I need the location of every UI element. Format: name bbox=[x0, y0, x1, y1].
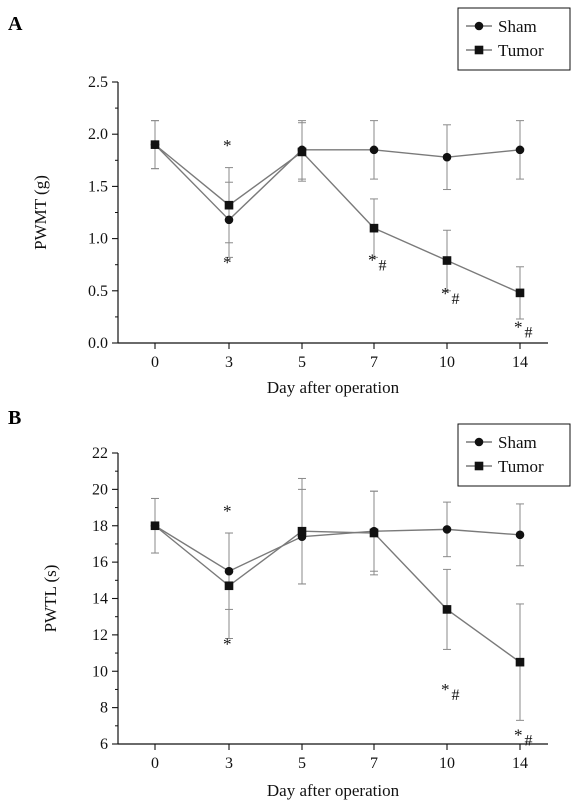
y-tick-label: 18 bbox=[92, 518, 108, 535]
significance-mark: * bbox=[223, 253, 232, 272]
significance-mark: * bbox=[223, 634, 232, 653]
data-point-sham bbox=[224, 215, 234, 225]
x-tick-label: 14 bbox=[512, 755, 528, 772]
series-line-sham bbox=[154, 525, 521, 573]
x-tick-label: 0 bbox=[151, 755, 159, 772]
legend-marker-tumor bbox=[474, 461, 484, 471]
x-tick-label: 10 bbox=[439, 755, 455, 772]
legend: Sham Tumor bbox=[457, 7, 571, 71]
legend: Sham Tumor bbox=[457, 423, 571, 487]
significance-mark: * bbox=[223, 136, 232, 155]
legend-marker-tumor bbox=[474, 45, 484, 55]
x-tick-label: 0 bbox=[151, 354, 159, 371]
data-point-tumor bbox=[150, 521, 160, 531]
x-tick-label: 10 bbox=[439, 354, 455, 371]
y-tick-label: 1.5 bbox=[88, 178, 108, 195]
series-line-tumor bbox=[154, 525, 521, 663]
data-point-sham bbox=[224, 566, 234, 576]
y-tick-label: 8 bbox=[100, 700, 108, 717]
significance-mark: * bbox=[223, 502, 232, 521]
panel-letter: B bbox=[8, 407, 21, 429]
x-tick-label: 7 bbox=[370, 755, 378, 772]
series-line-sham bbox=[154, 144, 521, 221]
legend-marker-sham bbox=[474, 21, 484, 31]
legend-box bbox=[457, 7, 571, 71]
y-tick-label: 22 bbox=[92, 445, 108, 462]
x-tick-label: 7 bbox=[370, 354, 378, 371]
y-axis-title: PWMT (g) bbox=[31, 175, 50, 250]
series-line-tumor bbox=[154, 144, 521, 294]
y-axis-title: PWTL (s) bbox=[41, 565, 60, 633]
data-point-tumor bbox=[150, 140, 160, 149]
significance-mark: * # bbox=[368, 251, 387, 275]
data-point-sham bbox=[369, 145, 379, 155]
data-point-tumor bbox=[442, 256, 452, 265]
y-tick-label: 2.5 bbox=[88, 74, 108, 91]
y-tick-label: 12 bbox=[92, 627, 108, 644]
data-point-sham bbox=[515, 145, 525, 155]
significance-mark: * # bbox=[514, 725, 533, 749]
x-axis-title: Day after operation bbox=[267, 378, 400, 397]
data-point-tumor bbox=[224, 581, 234, 591]
x-tick-label: 3 bbox=[225, 755, 233, 772]
y-tick-label: 0.0 bbox=[88, 335, 108, 352]
data-point-tumor bbox=[297, 526, 307, 536]
data-point-tumor bbox=[224, 200, 234, 210]
y-tick-label: 6 bbox=[100, 736, 108, 753]
data-point-tumor bbox=[297, 147, 307, 157]
significance-mark: * # bbox=[441, 680, 460, 704]
significance-mark: * # bbox=[441, 284, 460, 308]
series-layer bbox=[150, 120, 525, 320]
legend-marker-sham bbox=[474, 437, 484, 447]
legend-label-tumor: Tumor bbox=[498, 41, 544, 60]
x-tick-label: 5 bbox=[298, 755, 306, 772]
x-tick-label: 14 bbox=[512, 354, 528, 371]
chart-panel-b: B 6 8 10 12 14 16 18 20 22 0 3 5 7 10 14 Day after oper… bbox=[8, 407, 571, 800]
legend-label-sham: Sham bbox=[498, 17, 537, 36]
legend-label-sham: Sham bbox=[498, 433, 537, 452]
data-point-tumor bbox=[442, 605, 452, 614]
y-tick-label: 2.0 bbox=[88, 126, 108, 143]
y-tick-label: 20 bbox=[92, 481, 108, 498]
panel-letter: A bbox=[8, 13, 23, 35]
annotations-layer: * * * # * # * # bbox=[223, 136, 533, 342]
series-layer bbox=[150, 477, 525, 721]
annotations-layer: * * * # * # bbox=[223, 502, 533, 750]
data-point-sham bbox=[515, 530, 525, 540]
significance-mark: * # bbox=[514, 318, 533, 342]
y-tick-label: 16 bbox=[92, 554, 108, 571]
x-tick-label: 3 bbox=[225, 354, 233, 371]
data-point-tumor bbox=[515, 657, 525, 667]
data-point-sham bbox=[442, 152, 452, 162]
data-point-tumor bbox=[369, 528, 379, 538]
y-tick-label: 14 bbox=[92, 591, 108, 608]
axes: 6 8 10 12 14 16 18 20 22 0 3 5 7 10 14 Day after operat… bbox=[41, 445, 548, 800]
data-point-tumor bbox=[369, 223, 379, 233]
legend-label-tumor: Tumor bbox=[498, 457, 544, 476]
data-point-sham bbox=[442, 525, 452, 534]
x-axis-title: Day after operation bbox=[267, 781, 400, 800]
y-tick-label: 0.5 bbox=[88, 283, 108, 300]
y-tick-label: 10 bbox=[92, 663, 108, 680]
x-tick-label: 5 bbox=[298, 354, 306, 371]
legend-box bbox=[457, 423, 571, 487]
y-tick-label: 1.0 bbox=[88, 231, 108, 248]
axes: 0.0 0.5 1.0 1.5 2.0 2.5 0 3 5 7 10 14 Day after oper… bbox=[31, 74, 548, 397]
chart-panel-a: A 0.0 0.5 1.0 1.5 2.0 2.5 0 3 5 7 10 14 Day after op… bbox=[8, 7, 571, 397]
data-point-tumor bbox=[515, 288, 525, 298]
